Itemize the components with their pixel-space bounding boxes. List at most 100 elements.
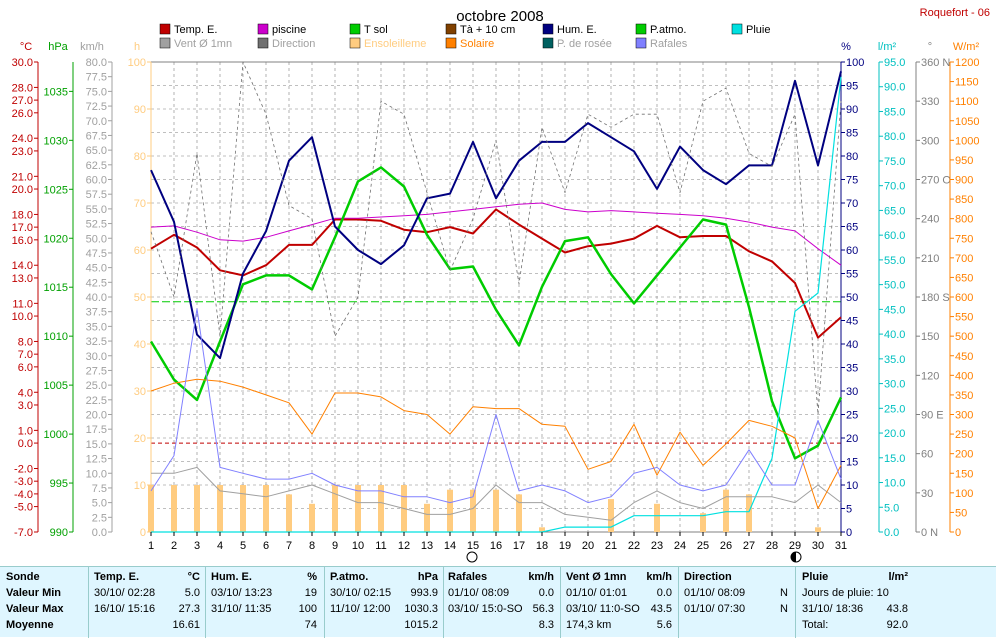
- summary-rafales: Rafales km/h 01/10/ 08:09 0.0 03/10/ 15:0-…: [448, 569, 558, 635]
- unit-pct: %: [841, 41, 851, 53]
- kmh-axis-label: 10.0: [86, 468, 107, 480]
- row-max-label: Valeur Max: [6, 603, 64, 615]
- kmh-axis-label: 15.0: [86, 439, 107, 451]
- x-tick-label: 16: [490, 540, 502, 552]
- sunshine-bar: [332, 485, 338, 532]
- kmh-axis-label: 40.0: [86, 292, 107, 304]
- unit-lm2: l/m²: [878, 41, 897, 53]
- unit-kmh: km/h: [80, 41, 104, 53]
- pct-axis-label: 60: [846, 245, 858, 257]
- series-rafales: [150, 308, 842, 504]
- wm2-axis-label: 950: [955, 155, 973, 167]
- wm2-axis-label: 800: [955, 214, 973, 226]
- rafales-min-date: 01/10/ 08:09: [448, 587, 510, 599]
- row-min-label: Valeur Min: [6, 587, 62, 599]
- hdr-patmo-unit: hPa: [417, 571, 438, 583]
- hdr-vent: Vent Ø 1mn: [566, 571, 627, 583]
- kmh-axis-label: 7.5: [92, 483, 107, 495]
- pct-axis-label: 75: [846, 175, 858, 187]
- pct-axis-label: 15: [846, 457, 858, 469]
- series-piscine: [150, 202, 842, 266]
- legend-swatch-temp: [159, 23, 171, 35]
- x-tick-label: 12: [398, 540, 410, 552]
- x-tick-label: 27: [743, 540, 755, 552]
- x-tick-label: 5: [240, 540, 246, 552]
- lm2-axis-label: 85.0: [884, 106, 905, 118]
- x-tick-label: 13: [421, 540, 433, 552]
- legend-label-enso: Ensoleilleme: [364, 38, 426, 50]
- x-tick-label: 18: [536, 540, 548, 552]
- wm2-axis-label: 150: [955, 468, 973, 480]
- temp-axis-label: 20.0: [12, 184, 33, 196]
- legend-swatch-patmo: [635, 23, 647, 35]
- hdr-sonde: Sonde: [6, 571, 40, 583]
- pluie-max: 43.8: [886, 603, 908, 615]
- pct-axis-label: 25: [846, 410, 858, 422]
- legend-label-piscine: piscine: [272, 24, 306, 36]
- kmh-axis-label: 42.5: [86, 277, 107, 289]
- temp-axis-label: -4.0: [14, 489, 33, 501]
- temp-axis-label: 26.0: [12, 108, 33, 120]
- wm2-axis-label: 100: [955, 488, 973, 500]
- legend-label-patmo: P.atmo.: [650, 24, 687, 36]
- deg-axis-label: 240: [921, 214, 939, 226]
- legend-label-dir: Direction: [272, 38, 315, 50]
- hpa-axis-label: 1000: [44, 429, 68, 441]
- temp-axis-label: -3.0: [14, 476, 33, 488]
- legend-swatch-hum: [542, 23, 554, 35]
- wm2-axis-label: 900: [955, 175, 973, 187]
- series-t-sol: [149, 166, 843, 460]
- x-tick-label: 14: [444, 540, 456, 552]
- sunshine-bar: [608, 499, 614, 532]
- vent-avg: 5.6: [656, 619, 672, 631]
- wm2-axis-label: 700: [955, 253, 973, 265]
- h-axis-label: 20: [134, 433, 146, 445]
- kmh-axis-label: 60.0: [86, 175, 107, 187]
- legend-label-ta10: Tà + 10 cm: [460, 24, 515, 36]
- hpa-axis-label: 1030: [44, 135, 68, 147]
- legend-swatch-rosee: [542, 37, 554, 49]
- x-tick-label: 24: [674, 540, 686, 552]
- lm2-axis-label: 70.0: [884, 181, 905, 193]
- wm2-axis-label: 300: [955, 410, 973, 422]
- x-tick-label: 15: [467, 540, 479, 552]
- kmh-axis-label: 5.0: [92, 498, 107, 510]
- sunshine-bar: [424, 503, 430, 532]
- kmh-axis-label: 72.5: [86, 101, 107, 113]
- legend-swatch-solaire: [445, 37, 457, 49]
- kmh-axis-label: 32.5: [86, 336, 107, 348]
- sunshine-bar: [493, 489, 499, 532]
- x-tick-label: 8: [309, 540, 315, 552]
- x-tick-label: 19: [559, 540, 571, 552]
- moon-markers: [466, 551, 802, 563]
- h-axis-label: 80: [134, 151, 146, 163]
- pct-axis-label: 20: [846, 433, 858, 445]
- x-tick-label: 2: [171, 540, 177, 552]
- patmo-min-date: 30/10/ 02:15: [330, 587, 392, 599]
- h-axis-label: 40: [134, 339, 146, 351]
- temp-axis-label: 16.0: [12, 235, 33, 247]
- kmh-axis-label: 0.0: [92, 527, 107, 539]
- kmh-axis-label: 37.5: [86, 307, 107, 319]
- sunshine-bar: [447, 489, 453, 532]
- sunshine-bar: [470, 489, 476, 532]
- legend-swatch-tsol: [349, 23, 361, 35]
- deg-axis-label: 30: [921, 488, 933, 500]
- legend-label-rosee: P. de rosée: [557, 38, 612, 50]
- hpa-axis-label: 1010: [44, 331, 68, 343]
- sunshine-bar: [171, 485, 177, 532]
- temp-axis-label: 18.0: [12, 209, 33, 221]
- kmh-axis-label: 20.0: [86, 410, 107, 422]
- x-tick-label: 28: [766, 540, 778, 552]
- temp-axis-label: 17.0: [12, 222, 33, 234]
- dir-min: N: [780, 587, 788, 599]
- kmh-axis-label: 65.0: [86, 145, 107, 157]
- kmh-axis-label: 50.0: [86, 233, 107, 245]
- axes: 30.028.027.026.024.023.021.020.018.017.0…: [12, 57, 980, 539]
- vent-max: 43.5: [650, 603, 672, 615]
- legend-label-solaire: Solaire: [460, 38, 494, 50]
- series-vent-1mn: [151, 466, 842, 521]
- pct-axis-label: 40: [846, 339, 858, 351]
- vent-min: 0.0: [656, 587, 672, 599]
- lm2-axis-label: 45.0: [884, 304, 905, 316]
